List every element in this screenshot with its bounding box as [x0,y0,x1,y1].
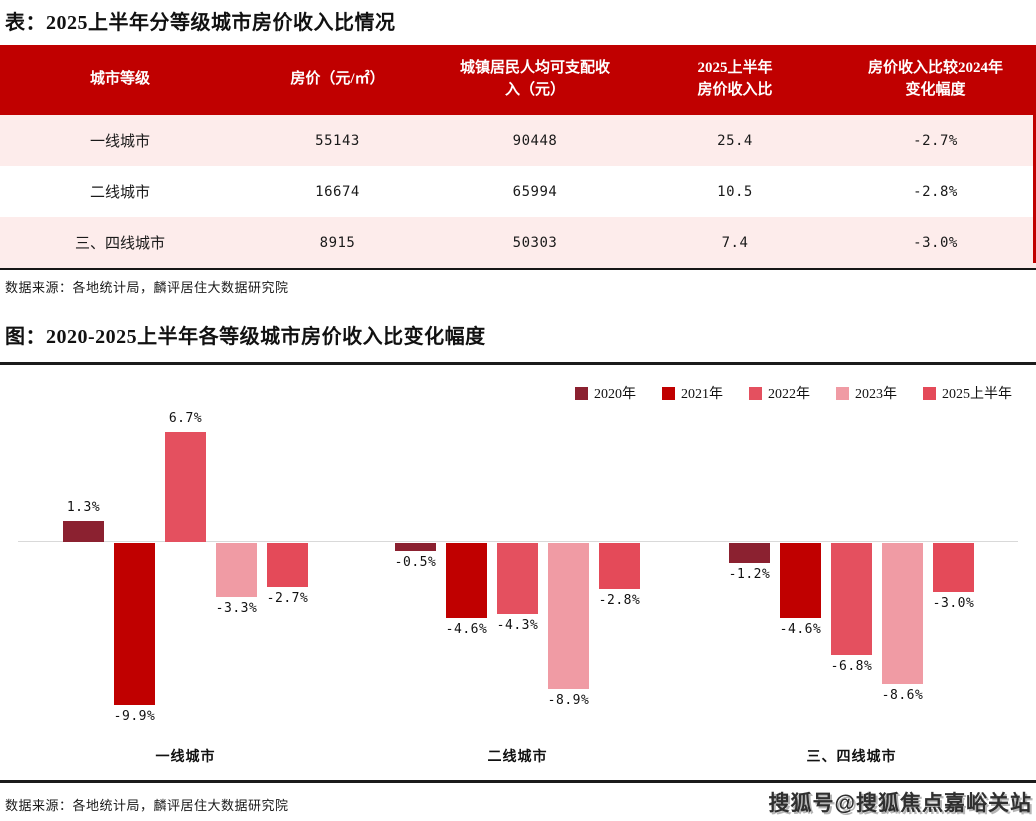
legend-label: 2022年 [768,387,810,402]
x-axis-labels: 一线城市 二线城市 三、四线城市 [0,746,1036,766]
legend-item: 2021年 [662,383,723,403]
legend-item: 2023年 [836,383,897,403]
value-cell: 7.4 [635,217,835,269]
bar-2023年-一线城市 [216,543,257,598]
bar-2025上半年-一线城市 [267,543,308,588]
column-header: 2025上半年 房价收入比 [635,45,835,115]
legend-swatch [749,386,762,400]
price-income-table: 城市等级 房价（元/㎡） 城镇居民人均可支配收 入（元） 2025上半年 房价收入比房… [0,45,1036,270]
table-row: 二线城市 16674 65994 10.5 -2.8% [0,166,1036,217]
legend-swatch [923,386,936,400]
row-label-cell: 一线城市 [0,115,240,166]
row-label-cell: 二线城市 [0,166,240,217]
chart-source: 数据来源：各地统计局，麟评居住大数据研究院 [5,798,289,813]
bar-2020年-二线城市 [395,543,436,552]
bar-value-label: -4.3% [496,617,539,633]
value-cell: 55143 [240,115,435,166]
bar-value-label: -6.8% [830,658,873,674]
value-cell: -3.0% [835,217,1036,269]
bar-value-label: -4.6% [445,622,488,638]
table-header-row: 城市等级 房价（元/㎡） 城镇居民人均可支配收 入（元） 2025上半年 房价收入比房… [0,45,1036,115]
row-label-cell: 三、四线城市 [0,217,240,269]
bar-2023年-三、四线城市 [882,543,923,685]
column-header: 房价（元/㎡） [240,45,435,115]
legend-label: 2025上半年 [942,387,1012,402]
legend-swatch [575,386,588,400]
bar-2020年-一线城市 [63,520,104,542]
bar-value-label: -2.7% [266,591,309,607]
legend-item: 2022年 [749,383,810,403]
bar-2021年-三、四线城市 [780,543,821,619]
legend: 2020年 2021年 2022年 2023年 2025上半年 [575,383,1012,403]
bar-value-label: 6.7% [168,411,203,427]
bar-value-label: -1.2% [728,566,771,582]
value-cell: 50303 [435,217,635,269]
bar-2021年-一线城市 [114,543,155,706]
table-body: 一线城市 55143 90448 25.4 -2.7% 二线城市 16674 65994 10.… [0,115,1036,269]
value-cell: -2.8% [835,166,1036,217]
chart-bottom-rule [0,780,1036,783]
table-row: 一线城市 55143 90448 25.4 -2.7% [0,115,1036,166]
bar-value-label: -4.6% [779,622,822,638]
bar-value-label: -8.6% [881,688,924,704]
legend-label: 2021年 [681,387,723,402]
column-header: 城市等级 [0,45,240,115]
category-label: 三、四线城市 [806,750,897,765]
bar-2021年-二线城市 [446,543,487,619]
column-header: 房价收入比较2024年 变化幅度 [835,45,1036,115]
category-label: 一线城市 [155,750,216,765]
table-row: 三、四线城市 8915 50303 7.4 -3.0% [0,217,1036,269]
legend-item: 2020年 [575,383,636,403]
bar-2020年-三、四线城市 [729,543,770,563]
category-label: 二线城市 [487,750,548,765]
value-cell: 10.5 [635,166,835,217]
table-title: 表：2025上半年分等级城市房价收入比情况 [5,12,396,34]
value-cell: 16674 [240,166,435,217]
bar-2022年-二线城市 [497,543,538,614]
bar-value-label: -0.5% [394,555,437,571]
value-cell: 25.4 [635,115,835,166]
bar-2025上半年-三、四线城市 [933,543,974,593]
bar-value-label: -8.9% [547,692,590,708]
value-cell: 65994 [435,166,635,217]
table-source: 数据来源：各地统计局，麟评居住大数据研究院 [5,280,289,295]
sohu-watermark: 搜狐号@搜狐焦点嘉峪关站 [768,792,1032,815]
value-cell: -2.7% [835,115,1036,166]
legend-label: 2020年 [594,387,636,402]
bar-value-label: -9.9% [113,709,156,725]
bar-2025上半年-二线城市 [599,543,640,589]
table-right-border [1033,115,1036,263]
legend-item: 2025上半年 [923,383,1012,403]
bar-2022年-三、四线城市 [831,543,872,655]
column-header: 城镇居民人均可支配收 入（元） [435,45,635,115]
value-cell: 8915 [240,217,435,269]
chart-title: 图：2020-2025上半年各等级城市房价收入比变化幅度 [5,326,486,348]
value-cell: 90448 [435,115,635,166]
bar-2022年-一线城市 [165,432,206,542]
legend-swatch [836,386,849,400]
bar-value-label: 1.3% [66,499,101,515]
legend-swatch [662,386,675,400]
plot-area: 1.3% -0.5% -1.2% -9.9% -4.6% -4.6% 6.7% -4.3% -6… [0,408,1036,740]
legend-label: 2023年 [855,387,897,402]
bar-value-label: -3.0% [932,596,975,612]
bar-value-label: -3.3% [215,601,258,617]
bar-2023年-二线城市 [548,543,589,689]
bar-value-label: -2.8% [598,592,641,608]
zero-axis-line [18,541,1018,542]
chart-top-rule [0,362,1036,365]
